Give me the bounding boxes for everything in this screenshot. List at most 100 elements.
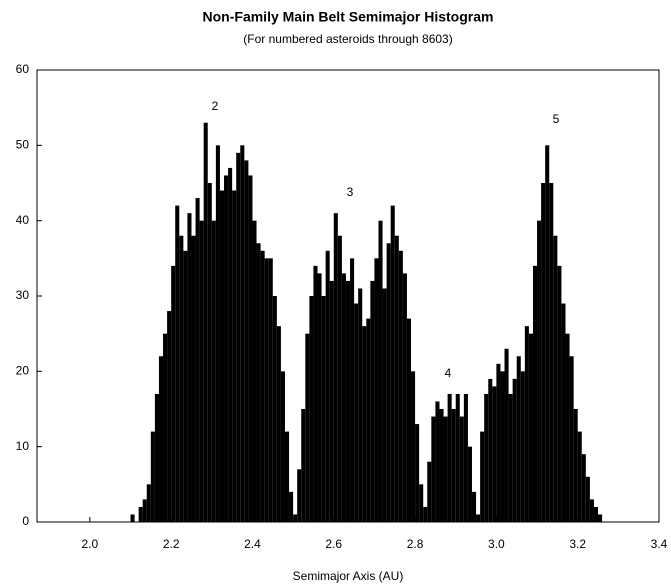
bar xyxy=(557,265,562,522)
y-tick-label: 60 xyxy=(16,62,30,76)
bar xyxy=(419,484,424,522)
bar xyxy=(158,356,164,522)
annotation: 2 xyxy=(212,99,219,113)
bar xyxy=(272,296,277,522)
bar xyxy=(276,326,281,522)
bar xyxy=(423,506,428,522)
bar xyxy=(598,514,603,522)
y-tick-label: 10 xyxy=(16,439,30,453)
bar xyxy=(565,333,570,522)
bar xyxy=(394,235,399,522)
bar xyxy=(167,311,172,522)
bar xyxy=(528,333,533,522)
bar xyxy=(284,431,290,522)
bar xyxy=(589,499,594,522)
bar xyxy=(435,401,440,522)
bar xyxy=(463,393,468,522)
bar xyxy=(496,363,501,522)
bar xyxy=(439,409,444,522)
bar xyxy=(362,326,367,522)
bar xyxy=(325,250,330,523)
bar xyxy=(593,506,599,522)
bar xyxy=(545,145,550,523)
bar xyxy=(252,220,257,522)
bar xyxy=(569,356,574,522)
x-tick-label: 2.8 xyxy=(407,537,424,551)
bar xyxy=(268,258,273,522)
x-tick-label: 2.6 xyxy=(325,537,342,551)
bar xyxy=(203,122,208,522)
bar xyxy=(370,280,375,522)
bar xyxy=(358,288,363,522)
x-tick-label: 2.0 xyxy=(82,537,99,551)
bar xyxy=(350,258,355,522)
bar xyxy=(541,183,546,522)
bar xyxy=(240,145,245,523)
bar xyxy=(411,371,416,522)
bar xyxy=(455,393,460,522)
bar xyxy=(484,393,489,522)
bar xyxy=(585,476,590,522)
bar xyxy=(130,514,135,522)
bar xyxy=(537,220,542,522)
bar xyxy=(301,409,306,522)
bar xyxy=(207,183,212,522)
bar xyxy=(215,145,220,523)
bar xyxy=(451,409,456,522)
bar xyxy=(500,371,505,522)
x-axis-label: Semimajor Axis (AU) xyxy=(293,569,404,583)
bar xyxy=(476,514,481,522)
bar xyxy=(561,303,566,522)
bar xyxy=(333,213,338,522)
bar xyxy=(232,190,237,523)
bar xyxy=(480,431,485,522)
bar xyxy=(398,250,403,523)
x-tick-label: 2.2 xyxy=(163,537,180,551)
bar xyxy=(264,258,269,522)
bar xyxy=(459,416,464,522)
bar xyxy=(390,205,395,522)
bar xyxy=(471,491,477,522)
bar xyxy=(236,152,241,522)
bar xyxy=(378,220,383,522)
bar xyxy=(467,446,472,522)
bar xyxy=(415,424,420,522)
bar xyxy=(293,514,298,522)
bar xyxy=(248,175,253,522)
bar xyxy=(297,469,302,522)
bar xyxy=(317,273,322,522)
bar xyxy=(260,250,265,523)
bar xyxy=(244,160,249,522)
bar xyxy=(488,378,493,522)
bar xyxy=(386,243,391,522)
y-tick-label: 50 xyxy=(16,138,30,152)
bar xyxy=(150,431,155,522)
bar xyxy=(374,258,379,522)
bar xyxy=(195,198,200,523)
bar xyxy=(443,416,448,522)
bar xyxy=(179,235,184,522)
bar xyxy=(337,235,342,522)
x-tick-label: 3.0 xyxy=(488,537,505,551)
annotation: 4 xyxy=(445,366,452,380)
bar xyxy=(228,167,233,522)
bar xyxy=(224,175,229,522)
bar xyxy=(305,333,310,522)
bar xyxy=(532,265,538,522)
bar xyxy=(427,461,432,522)
bar xyxy=(142,499,147,522)
bar xyxy=(146,484,151,522)
bar xyxy=(520,371,525,522)
bar xyxy=(321,296,326,522)
bar xyxy=(508,393,513,522)
bar xyxy=(183,250,188,523)
bar xyxy=(553,235,558,522)
y-tick-label: 40 xyxy=(16,213,30,227)
bar xyxy=(219,190,225,523)
bar xyxy=(191,235,196,522)
bar xyxy=(406,318,412,522)
bar xyxy=(573,409,578,522)
bar xyxy=(211,220,216,522)
